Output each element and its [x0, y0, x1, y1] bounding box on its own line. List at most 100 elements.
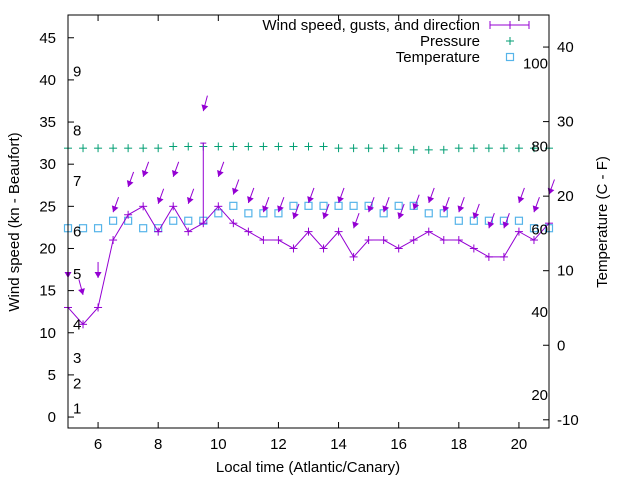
fahrenheit-label: 100 [523, 56, 548, 73]
x-tick-label: 14 [330, 436, 347, 453]
wind-direction-arrow [517, 187, 525, 204]
y2-tick-label: 0 [557, 337, 565, 354]
wind-direction-arrow [156, 188, 165, 204]
pressure-point [259, 142, 268, 151]
x-tick-label: 6 [94, 436, 102, 453]
wind-speed-point [529, 236, 538, 245]
wind-speed-point [184, 227, 193, 236]
wind-speed-point [304, 227, 313, 236]
wind-speed-point [394, 244, 403, 253]
temperature-point [93, 224, 103, 233]
legend-label-pressure: Pressure [420, 33, 480, 50]
arrow-head [307, 196, 314, 203]
y-axis-label: Wind speed (kn - Beaufort) [6, 132, 23, 311]
y-tick-label: 35 [39, 114, 56, 131]
wind-speed-point [94, 303, 103, 312]
legend-key-wind-point [506, 21, 514, 29]
temperature-point [529, 224, 539, 233]
wind-speed-point [259, 236, 268, 245]
x-axis-label: Local time (Atlantic/Canary) [216, 459, 400, 476]
wind-speed-point [454, 236, 463, 245]
wind-direction-arrow [457, 197, 465, 213]
wind-speed-point [379, 236, 388, 245]
wind-direction-arrow [532, 197, 540, 213]
wind-speed-point [109, 236, 118, 245]
wind-direction-arrow [111, 197, 120, 213]
wind-speed-point [124, 210, 133, 219]
y2-tick-label: 30 [557, 114, 574, 131]
temperature-point [214, 209, 223, 218]
arrow-head [442, 205, 450, 213]
pressure-point [469, 144, 478, 153]
arrow-head [187, 196, 194, 204]
fahrenheit-label: 40 [531, 304, 548, 321]
arrow-head [457, 205, 465, 213]
temperature-point [184, 216, 193, 225]
arrow-head [322, 212, 329, 219]
arrow-head [277, 205, 284, 213]
temperature-point [394, 201, 403, 210]
beaufort-label: 3 [73, 350, 81, 367]
temperature-point [454, 216, 463, 225]
arrow-head [427, 196, 435, 203]
wind-direction-arrow [217, 161, 225, 177]
arrow-head [111, 205, 119, 213]
wind-speed-point [229, 219, 238, 228]
y2-tick-label: 10 [557, 263, 574, 280]
wind-speed-point [484, 252, 493, 261]
wind-direction-arrow [442, 197, 450, 213]
legend-key-temperature [505, 52, 515, 62]
pressure-point [154, 144, 163, 153]
beaufort-label: 8 [73, 122, 81, 139]
pressure-point [229, 142, 238, 151]
wind-direction-arrow [352, 213, 360, 229]
x-tick-label: 18 [450, 436, 467, 453]
temperature-point [139, 224, 148, 233]
temperature-point [319, 201, 328, 210]
y2-tick-label: 40 [557, 39, 574, 56]
wind-speed-point [439, 236, 448, 245]
y2-tick-label: 20 [557, 188, 574, 205]
temperature-point [78, 224, 88, 233]
pressure-point [424, 145, 433, 154]
temperature-point [514, 216, 524, 225]
arrow-head [382, 205, 389, 213]
wind-speed-point [349, 252, 358, 261]
wind-speed-point [319, 244, 328, 253]
arrow-head [412, 202, 420, 210]
arrow-head [532, 205, 540, 213]
legend-label-temperature: Temperature [396, 49, 480, 66]
pressure-point [139, 144, 148, 153]
pressure-point [454, 144, 463, 153]
temperature-point [169, 216, 178, 225]
wind-direction-arrow [487, 213, 495, 229]
legend-key-pressure [506, 37, 514, 45]
beaufort-label: 2 [73, 375, 81, 392]
wind-direction-arrow [126, 171, 135, 188]
pressure-point [289, 142, 298, 151]
wind-speed-point [289, 244, 298, 253]
wind-speed-point [334, 227, 343, 236]
pressure-point [439, 145, 448, 154]
arrow-head [517, 196, 525, 203]
wind-direction-arrow [247, 187, 255, 204]
wind-direction-arrow [292, 203, 300, 220]
y-tick-label: 5 [48, 367, 56, 384]
wind-direction-arrow [472, 203, 480, 220]
pressure-point [109, 144, 118, 153]
arrow-head [126, 180, 134, 187]
pressure-point [499, 144, 508, 153]
legend: Wind speed, gusts, and direction Pressur… [262, 17, 530, 66]
y-tick-label: 40 [39, 72, 56, 89]
wind-direction-arrow [277, 197, 285, 213]
temperature-point [289, 201, 298, 210]
y-tick-label: 0 [48, 409, 56, 426]
pressure-point [94, 144, 103, 153]
pressure-point [304, 142, 313, 151]
wind-speed-point [139, 202, 148, 211]
beaufort-label: 7 [73, 173, 81, 190]
wind-direction-arrow [367, 197, 375, 213]
fahrenheit-label: 60 [531, 221, 548, 238]
wind-speed-point [214, 202, 223, 211]
